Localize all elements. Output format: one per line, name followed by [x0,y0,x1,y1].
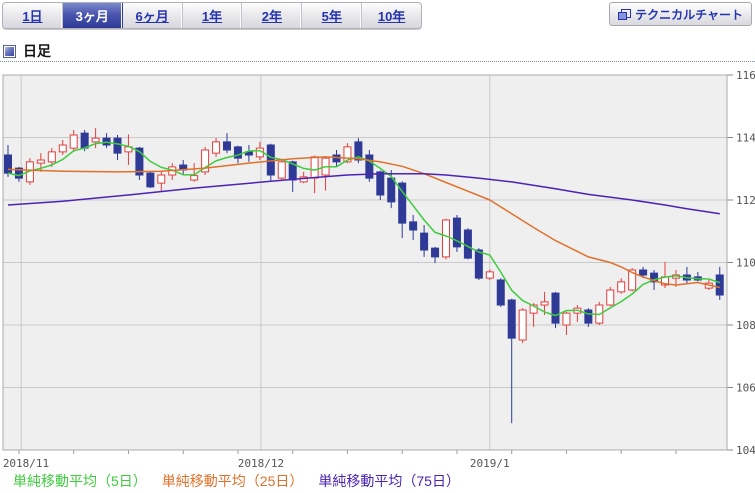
candle-up [36,159,45,164]
candle-down [715,274,724,296]
gridlines [3,75,727,450]
x-axis-label: 2018/12 [238,457,284,470]
candle-up [212,141,221,154]
legend-sma5: 単純移動平均（5日） [13,473,147,489]
y-axis-label: 110 [736,257,755,270]
candle-down [409,221,418,231]
candle-down [387,177,396,203]
candle-down [354,141,363,161]
candle-up [562,312,571,326]
candle-down [463,229,472,259]
candle-down [113,137,122,154]
candle-up [58,144,67,153]
candle-down [376,171,385,196]
candle-down [14,167,23,179]
candle-down [233,146,242,159]
candle-down [146,172,155,188]
candle-down [496,279,505,306]
candle-down [365,154,374,179]
candle-down [650,272,659,283]
candle-down [551,292,560,324]
tab-1year[interactable]: 1年 [183,3,243,28]
sma25-line [7,156,720,289]
candle-down [584,309,593,324]
y-axis-label: 104 [736,444,755,457]
candle-up [529,304,538,314]
x-axis-label: 2018/11 [3,457,49,470]
candle-up [442,219,450,258]
candle-down [135,147,144,176]
candle-down [4,154,12,174]
overlapping-windows-icon [618,8,632,20]
dotted-divider [0,61,755,62]
candle-up [518,309,527,341]
sma75-line [7,172,720,215]
candle-up [157,174,166,184]
candle-down [398,182,407,224]
tab-2year[interactable]: 2年 [242,3,303,28]
candle-down [431,247,440,258]
plot-border [2,74,728,451]
candle-up [606,289,615,306]
candle-down [332,154,341,163]
candle-down [223,141,231,151]
x-axis-label: 2019/1 [470,457,510,470]
candle-down [507,299,516,339]
tab-10year[interactable]: 10年 [377,9,406,24]
candle-up [201,149,210,173]
y-axis-label: 106 [736,382,755,395]
tab-6month[interactable]: 6ヶ月 [123,3,183,28]
candle-down [80,132,89,149]
candle-up [343,146,352,163]
candle-down [420,232,429,251]
x-axis: 2018/11 2018/12 2019/1 [3,450,677,470]
chart-legend: 単純移動平均（5日） 単純移動平均（25日） 単純移動平均（75日） [13,471,460,491]
candle-down [639,269,648,276]
legend-sma75: 単純移動平均（75日） [318,473,460,489]
tab-5year[interactable]: 5年 [302,3,363,28]
y-axis-label: 108 [736,319,755,332]
y-axis-label: 114 [736,132,755,145]
candle-up [47,151,56,163]
chart-section-header: 日足 [3,41,51,61]
y-axis-right: 104 106 108 110 112 114 116 [727,69,755,457]
chart-svg: 104 106 108 110 112 114 116 2018/11 2018/12 2019/… [2,69,755,470]
candle-up [540,301,549,306]
candle-up [310,156,319,179]
candle-up [277,161,286,179]
tab-1day[interactable]: 1日 [3,3,63,28]
candle-up [617,281,626,293]
candlestick-chart: 104 106 108 110 112 114 116 2018/11 2018/12 2019/… [0,62,755,493]
page-title: 日足 [23,43,51,59]
tab-3month[interactable]: 3ヶ月 [62,3,123,28]
y-axis-label: 116 [736,69,755,82]
candle-down [452,217,461,248]
candle-down [474,249,483,279]
blue-square-bullet-icon [3,44,16,58]
legend-sma25: 単純移動平均（25日） [161,473,304,489]
candle-down [244,151,253,156]
candle-up [190,175,199,181]
candle-up [69,134,78,149]
candle-up [91,137,100,143]
technical-chart-button[interactable]: テクニカルチャート [609,2,752,26]
y-axis-label: 112 [736,194,755,207]
technical-chart-button-label: テクニカルチャート [635,7,743,22]
candle-up [628,269,637,291]
candle-up [485,271,494,279]
period-tabbar: 1日 3ヶ月 6ヶ月 1年 2年 5年 10年 [2,2,422,29]
